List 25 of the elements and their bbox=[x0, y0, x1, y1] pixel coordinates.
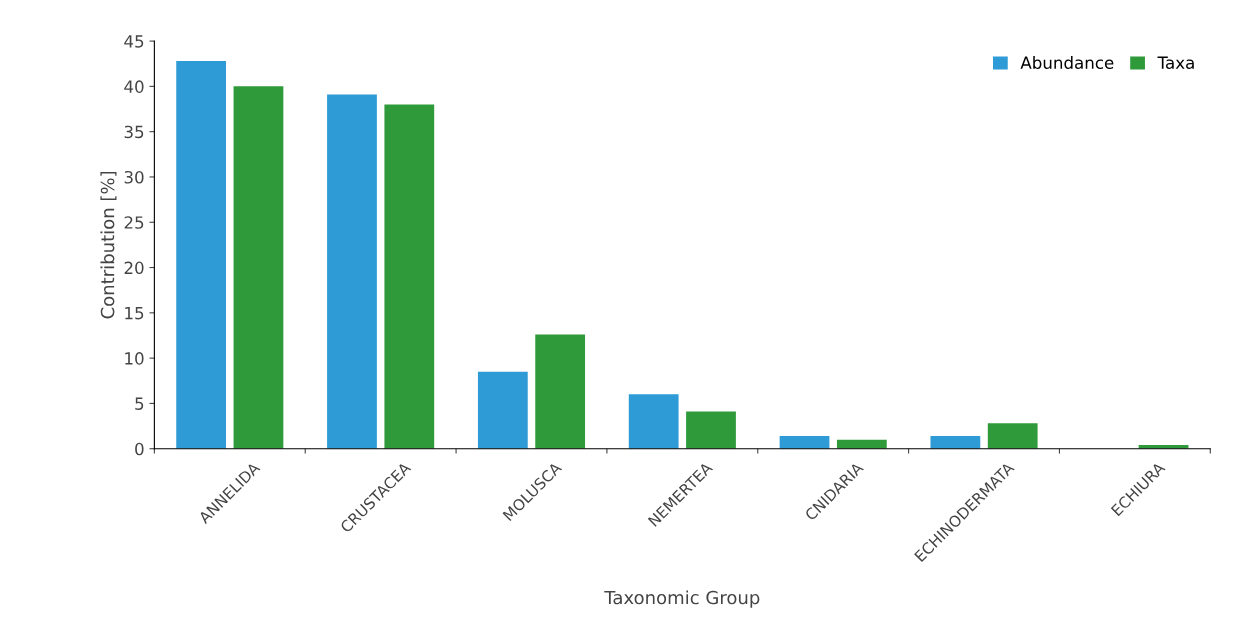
legend-label: Taxa bbox=[1157, 56, 1194, 69]
bar bbox=[233, 86, 284, 449]
y-tick-label: 45 bbox=[124, 35, 144, 48]
bar bbox=[987, 423, 1038, 449]
y-tick-label: 30 bbox=[124, 170, 144, 184]
y-tick-label: 20 bbox=[124, 261, 144, 275]
y-tick-label: 10 bbox=[125, 352, 144, 365]
bar bbox=[384, 104, 435, 449]
y-tick-label: 0 bbox=[135, 442, 144, 456]
y-tick-label: 15 bbox=[125, 307, 144, 320]
x-axis-title: Taxonomic Group bbox=[604, 590, 760, 608]
y-tick-label: 35 bbox=[124, 125, 144, 139]
bar bbox=[535, 334, 586, 449]
y-tick-label: 5 bbox=[135, 397, 144, 410]
bar bbox=[686, 411, 736, 449]
y-tick-label: 25 bbox=[124, 216, 144, 229]
bar bbox=[327, 94, 377, 449]
legend-label: Abundance bbox=[1020, 56, 1114, 69]
y-axis-title: Contribution [%] bbox=[100, 171, 117, 319]
bar bbox=[628, 394, 679, 449]
y-tick-label: 40 bbox=[124, 80, 144, 93]
bar bbox=[477, 371, 528, 449]
bar bbox=[779, 436, 830, 449]
bar bbox=[930, 436, 981, 449]
bar bbox=[176, 61, 227, 449]
